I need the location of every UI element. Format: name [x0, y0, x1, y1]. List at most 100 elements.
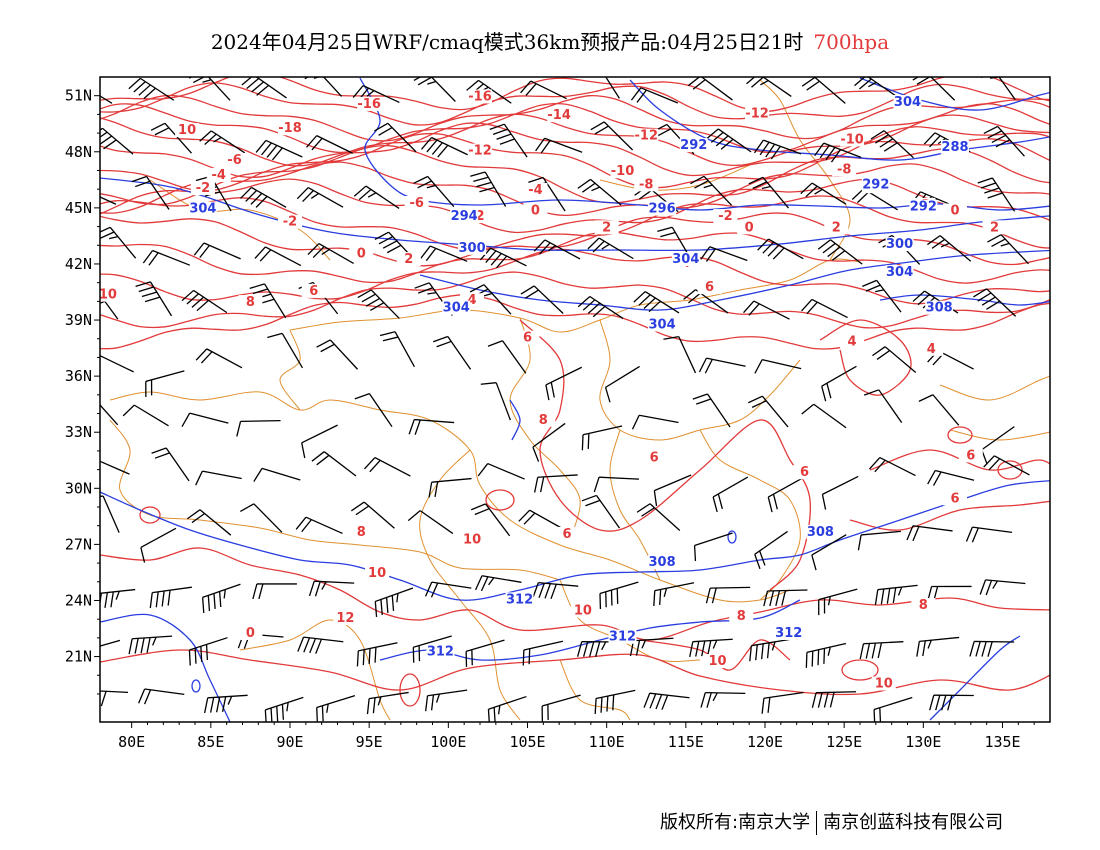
- height-label: 312: [506, 592, 533, 607]
- wind-barb: [100, 689, 129, 707]
- wind-barb: [631, 414, 679, 430]
- lon-label: 130E: [905, 733, 941, 751]
- lon-label: 105E: [509, 733, 545, 751]
- wind-barb: [689, 638, 733, 658]
- temperature-label: 10: [368, 566, 386, 581]
- label-mask: [634, 128, 659, 143]
- label-mask: [222, 153, 247, 167]
- wind-barb: [255, 139, 303, 161]
- lon-label: 90E: [276, 733, 303, 751]
- temperature-label: 2: [602, 220, 611, 235]
- height-label: 296: [649, 202, 676, 217]
- temperature-label: -2: [283, 215, 297, 230]
- wind-barb: [518, 509, 565, 531]
- height-contour: [100, 480, 1050, 601]
- wind-barb: [128, 635, 173, 655]
- label-mask: [515, 330, 540, 345]
- height-label: 312: [609, 630, 636, 645]
- height-label: 304: [894, 95, 921, 110]
- wind-barb: [142, 249, 191, 266]
- lon-label: 115E: [668, 733, 704, 751]
- wind-barb: [252, 583, 297, 600]
- axis-ticks: [94, 95, 1035, 728]
- wind-barb: [700, 692, 746, 708]
- temperature-contours: [100, 77, 1050, 707]
- temperature-label: 10: [463, 533, 481, 548]
- label-mask: [206, 167, 231, 182]
- lon-label: 95E: [356, 733, 383, 751]
- wind-barb: [188, 77, 231, 101]
- wind-barb: [199, 130, 246, 154]
- height-label: 288: [941, 140, 968, 155]
- label-mask: [594, 220, 619, 235]
- temperature-closed-isotherm: [399, 673, 421, 707]
- wind-barb: [633, 291, 680, 314]
- temperature-label: 2: [990, 220, 999, 235]
- label-mask: [458, 240, 487, 255]
- wind-barb: [295, 516, 343, 535]
- label-mask: [442, 300, 471, 315]
- wind-barb: [969, 640, 1015, 657]
- wind-barb: [350, 501, 395, 529]
- wind-barb: [532, 582, 579, 600]
- wind-barb: [749, 638, 791, 662]
- label-mask: [774, 626, 803, 640]
- wind-barb: [267, 332, 304, 369]
- temperature-label: -6: [409, 196, 423, 211]
- label-mask: [840, 132, 865, 147]
- wind-barb: [150, 122, 193, 154]
- temperature-label: 10: [875, 676, 893, 691]
- label-mask: [531, 412, 556, 427]
- wind-barb: [754, 530, 788, 570]
- boundary-line: [109, 419, 561, 581]
- boundary-line: [559, 659, 631, 721]
- label-mask: [523, 203, 548, 218]
- credit-divider: [816, 811, 818, 835]
- wind-barb: [700, 246, 748, 262]
- temperature-isotherm: [100, 77, 1050, 113]
- label-mask: [634, 177, 659, 192]
- wind-barb: [748, 176, 789, 209]
- wind-barb: [249, 283, 287, 319]
- label-mask: [301, 283, 326, 298]
- wind-barb: [873, 696, 913, 722]
- label-mask: [648, 554, 677, 569]
- label-mask: [982, 220, 1007, 235]
- temperature-isotherm: [100, 294, 1050, 350]
- temperature-label: 2: [404, 252, 413, 267]
- label-mask: [925, 300, 954, 315]
- wind-barb: [535, 137, 583, 154]
- temperature-isotherm: [869, 449, 1050, 471]
- wind-barb: [629, 637, 674, 657]
- wind-barb: [520, 285, 564, 314]
- wind-barb: [100, 187, 117, 205]
- temperature-label: 6: [523, 331, 532, 346]
- label-mask: [278, 214, 302, 229]
- wind-barb: [353, 185, 400, 210]
- label-mask: [943, 203, 967, 218]
- label-mask: [238, 295, 263, 310]
- wind-barb: [188, 637, 228, 666]
- temperature-label: 8: [737, 609, 746, 624]
- wind-barb: [187, 509, 232, 536]
- label-mask: [505, 592, 534, 607]
- wind-barb: [477, 462, 525, 480]
- wind-barb: [151, 447, 190, 482]
- temperature-label: 4: [468, 293, 477, 308]
- wind-barb: [122, 404, 169, 427]
- wind-barb: [965, 526, 1013, 543]
- wind-barb: [193, 242, 241, 260]
- wind-barb: [801, 298, 848, 319]
- height-contour: [859, 77, 1050, 111]
- wind-barb: [420, 245, 468, 262]
- height-label: 304: [649, 318, 676, 333]
- temperature-label: -12: [635, 129, 659, 144]
- wind-barb: [470, 171, 507, 207]
- wind-barb: [135, 281, 173, 317]
- lat-label: 45N: [65, 199, 92, 217]
- temperature-label: -12: [745, 106, 769, 121]
- wind-barb: [236, 419, 281, 437]
- height-label: 312: [427, 645, 454, 660]
- wind-barb: [100, 286, 119, 320]
- wind-barb: [857, 530, 901, 551]
